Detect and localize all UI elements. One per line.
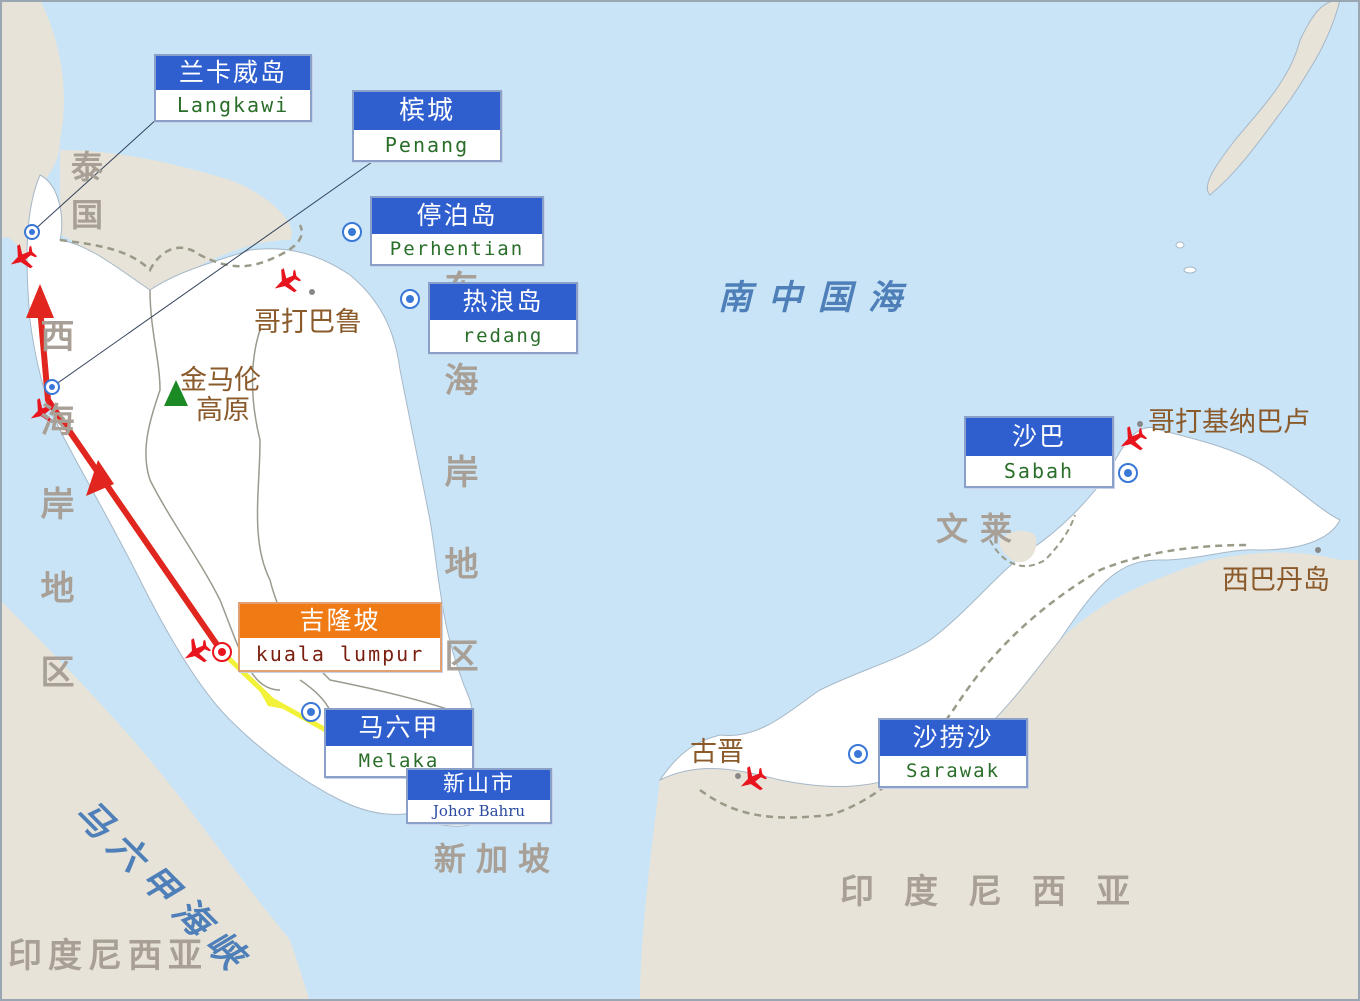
destination-label-perhentian[interactable]: 停泊岛 Perhentian — [370, 196, 544, 266]
brunei-land — [999, 530, 1037, 563]
sabah-name-en: Sabah — [966, 456, 1112, 486]
thailand-land — [0, 0, 64, 265]
island-small-1 — [1183, 266, 1197, 274]
label-west-coast: 西海岸地区 — [34, 318, 74, 738]
label-indonesia-west: 印度尼西亚 — [8, 936, 208, 976]
label-singapore: 新加坡 — [434, 840, 561, 878]
city-dot-icon — [1137, 421, 1143, 427]
sabah-name-cn: 沙巴 — [966, 418, 1112, 456]
destination-label-sabah[interactable]: 沙巴 Sabah — [964, 416, 1114, 488]
island-small-2 — [1175, 241, 1185, 249]
destination-label-penang[interactable]: 槟城 Penang — [352, 90, 502, 162]
airplane-icon — [10, 244, 38, 269]
thailand-south-land — [60, 150, 292, 300]
destination-label-kuala-lumpur[interactable]: 吉隆坡 kuala lumpur — [238, 602, 442, 672]
destination-label-johor-bahru[interactable]: 新山市 Johor Bahru — [406, 768, 552, 824]
city-dot-icon — [309, 289, 315, 295]
target-marker-icon — [44, 379, 60, 395]
johor-bahru-name-cn: 新山市 — [408, 770, 550, 800]
johor-bahru-name-en: Johor Bahru — [408, 800, 550, 822]
kuala-lumpur-name-cn: 吉隆坡 — [240, 604, 440, 638]
langkawi-name-cn: 兰卡威岛 — [156, 56, 310, 90]
destination-label-langkawi[interactable]: 兰卡威岛 Langkawi — [154, 54, 312, 122]
airplane-icon — [740, 766, 768, 791]
penang-name-en: Penang — [354, 130, 500, 160]
destination-label-redang[interactable]: 热浪岛 redang — [428, 282, 578, 354]
label-kuching: 古晋 — [690, 737, 744, 768]
sarawak-name-en: Sarawak — [880, 756, 1026, 786]
perhentian-name-en: Perhentian — [372, 234, 542, 264]
destination-label-sarawak[interactable]: 沙捞沙 Sarawak — [878, 718, 1028, 788]
label-brunei: 文莱 — [936, 510, 1025, 548]
langkawi-name-en: Langkawi — [156, 90, 310, 120]
sarawak-name-cn: 沙捞沙 — [880, 720, 1026, 756]
target-marker-icon — [342, 222, 362, 242]
label-south-china-sea: 南中国海 — [718, 278, 918, 318]
target-marker-icon — [24, 224, 40, 240]
target-marker-icon — [400, 289, 420, 309]
label-cameron-highlands-1: 金马伦 — [180, 365, 261, 396]
label-kota-bharu: 哥打巴鲁 — [254, 307, 362, 338]
label-kota-kinabalu: 哥打基纳巴卢 — [1148, 407, 1310, 438]
thai-border — [59, 224, 304, 273]
city-dot-icon — [1315, 547, 1321, 553]
melaka-name-cn: 马六甲 — [326, 710, 472, 746]
airplane-icon — [274, 268, 302, 293]
label-cameron-highlands-2: 高原 — [196, 395, 250, 426]
airplane-icon — [30, 398, 58, 423]
state-border-2 — [251, 329, 451, 711]
penang-name-cn: 槟城 — [354, 92, 500, 130]
redang-name-en: redang — [430, 320, 576, 352]
airplane-icon — [184, 638, 212, 663]
perhentian-name-cn: 停泊岛 — [372, 198, 542, 234]
redang-name-cn: 热浪岛 — [430, 284, 576, 320]
destination-label-melaka[interactable]: 马六甲 Melaka — [324, 708, 474, 778]
penang-leader-line — [51, 161, 373, 388]
sumatra-land — [0, 600, 310, 1001]
label-indonesia-east: 印度尼西亚 — [840, 872, 1160, 912]
target-marker-icon — [212, 642, 232, 662]
langkawi-leader-line — [31, 117, 159, 233]
route-arrow-yellow — [258, 688, 290, 710]
mountain-icon — [164, 380, 188, 406]
route-arrow-2 — [86, 460, 114, 496]
airplane-icon — [1120, 426, 1148, 451]
route-red — [37, 307, 225, 654]
city-dot-icon — [735, 773, 741, 779]
philippines-islands — [1206, 0, 1341, 196]
label-sipadan: 西巴丹岛 — [1222, 565, 1330, 596]
target-marker-icon — [1118, 463, 1138, 483]
label-thailand: 泰国 — [66, 150, 104, 246]
target-marker-icon — [848, 744, 868, 764]
borneo-border — [699, 543, 1251, 819]
target-marker-icon — [301, 702, 321, 722]
kuala-lumpur-name-en: kuala lumpur — [240, 638, 440, 670]
route-arrow-1 — [26, 284, 54, 318]
